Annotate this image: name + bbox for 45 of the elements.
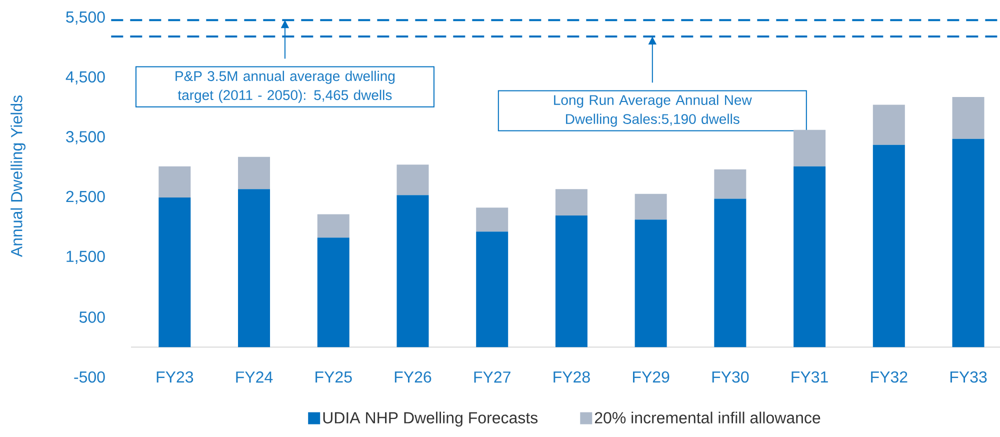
bar <box>714 169 746 199</box>
x-tick-label: FY29 <box>633 371 670 383</box>
x-tick-label: FY25 <box>316 371 352 383</box>
x-tick-label: FY32 <box>871 371 908 383</box>
bar <box>634 194 667 220</box>
x-tick-label: FY24 <box>236 371 273 383</box>
bar <box>714 198 746 348</box>
x-tick-label: FY31 <box>792 371 828 383</box>
bar <box>476 232 508 348</box>
bar <box>158 198 191 348</box>
y-tick-label: 500 <box>79 312 105 323</box>
x-tick-label: FY30 <box>712 371 749 383</box>
bar <box>872 144 905 348</box>
bar <box>634 220 667 348</box>
y-tick-label: 2,500 <box>66 190 105 204</box>
x-tick-label: FY27 <box>474 371 510 383</box>
bar <box>794 166 826 348</box>
y-tick-label: 4,500 <box>66 71 105 84</box>
y-tick-label: 3,500 <box>66 131 105 144</box>
y-tick-label: 5,500 <box>66 11 105 25</box>
x-tick-label: FY26 <box>394 371 432 383</box>
bar <box>952 138 984 348</box>
bar <box>952 96 984 139</box>
y-tick-label: 1,500 <box>66 250 105 264</box>
ref-line-label: Long Run Average Annual New Dwelling Sales:5,190 dwells <box>554 94 752 127</box>
bar <box>238 156 270 190</box>
bar <box>317 238 350 348</box>
bar <box>317 214 350 238</box>
legend-label: UDIA NHP Dwelling Forecasts <box>323 412 538 427</box>
x-tick-label: FY28 <box>554 371 590 383</box>
bar <box>794 130 826 166</box>
legend-label: 20% incremental infill allowance <box>594 412 820 424</box>
ref-line-label: P&P 3.5M annual average dwelling target (2011 - 2050): 5,465 dwells <box>176 70 395 103</box>
x-tick-label: FY23 <box>156 371 194 383</box>
bar <box>238 189 270 348</box>
bar <box>476 208 508 232</box>
bar <box>555 189 588 216</box>
y-tick-label: -500 <box>74 371 105 383</box>
y-axis-title: Annual Dwelling Yields <box>10 95 26 258</box>
bar <box>158 166 191 198</box>
bar <box>396 195 429 348</box>
bar <box>555 215 588 348</box>
x-tick-label: FY33 <box>950 371 987 383</box>
bar <box>396 164 429 196</box>
bar <box>872 104 905 145</box>
